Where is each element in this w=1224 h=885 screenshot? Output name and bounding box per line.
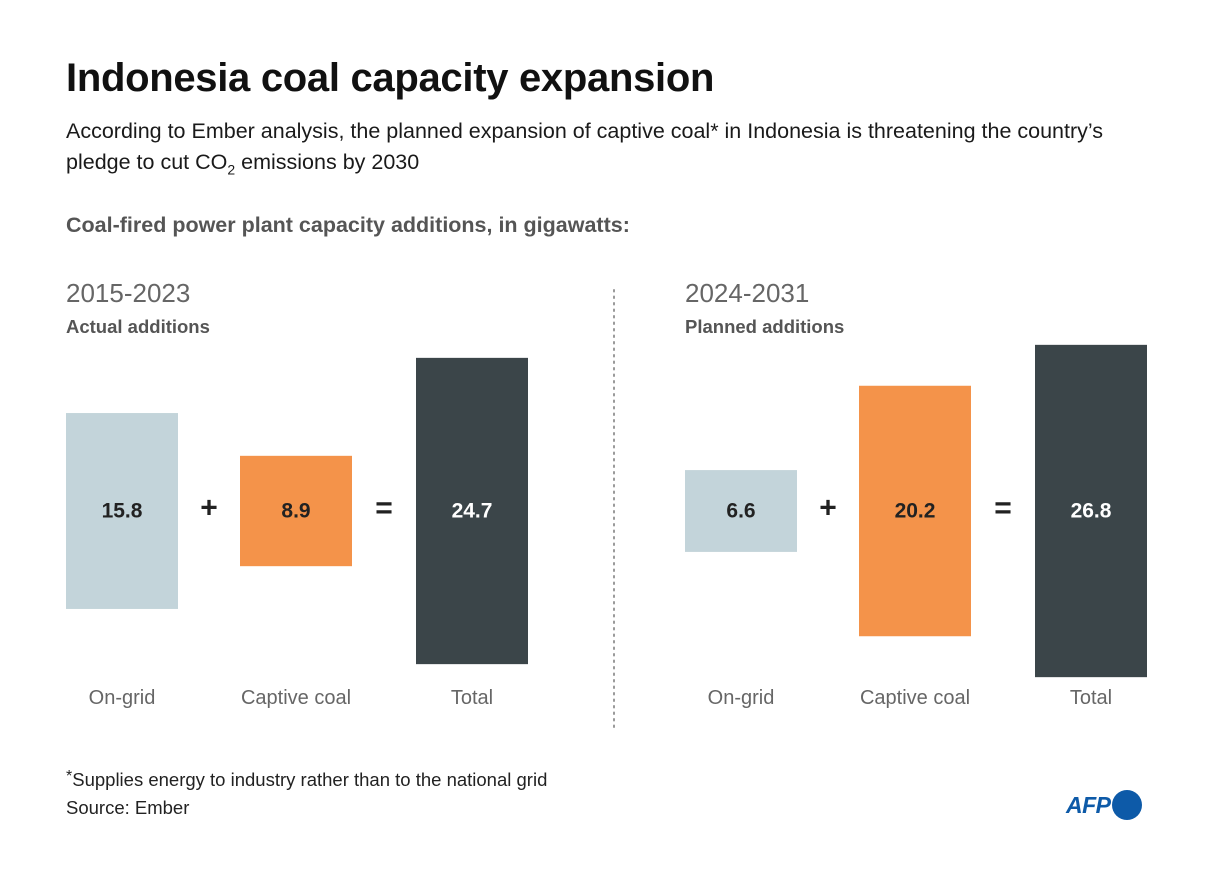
category-label: Total: [1070, 687, 1112, 709]
category-label: Captive coal: [860, 687, 970, 709]
category-label: Total: [451, 687, 493, 709]
bar-captive-coal: [240, 455, 352, 567]
subtitle-text: According to Ember analysis, the planned…: [66, 119, 1104, 174]
period-sublabel: Planned additions: [685, 316, 844, 337]
bar-total: [416, 357, 528, 665]
category-label: On-grid: [89, 687, 156, 709]
footnote-star: *: [66, 768, 73, 785]
bar-total: [1035, 344, 1147, 678]
bar-value-label: 20.2: [895, 500, 936, 523]
bar-value-label: 15.8: [102, 500, 143, 523]
footnote-text: Supplies energy to industry rather than …: [72, 769, 548, 790]
category-label: Captive coal: [241, 687, 351, 709]
equals-sign: =: [994, 492, 1012, 525]
afp-logo: AFP: [1066, 789, 1161, 821]
bar-on-grid: [66, 413, 178, 609]
bar-on-grid: [685, 470, 797, 552]
subtitle-text-end: emissions by 2030: [235, 150, 420, 174]
category-label: On-grid: [708, 687, 775, 709]
bar-value-label: 24.7: [452, 500, 493, 523]
chart-subtitle: According to Ember analysis, the planned…: [66, 116, 1166, 185]
equals-sign: =: [375, 492, 393, 525]
plus-sign: +: [819, 492, 837, 525]
bar-value-label: 8.9: [281, 500, 310, 523]
bar-value-label: 6.6: [726, 500, 755, 523]
plus-sign: +: [200, 492, 218, 525]
afp-logo-text: AFP: [1066, 791, 1111, 818]
period-label: 2015-2023: [66, 278, 190, 308]
period-sublabel: Actual additions: [66, 316, 210, 337]
chart-heading: Coal-fired power plant capacity addition…: [66, 213, 630, 237]
subtitle-subscript: 2: [227, 161, 236, 178]
footnote: *Supplies energy to industry rather than…: [66, 768, 547, 791]
chart-title: Indonesia coal capacity expansion: [66, 56, 715, 100]
source-note: Source: Ember: [66, 797, 190, 818]
period-label: 2024-2031: [685, 278, 809, 308]
bar-captive-coal: [859, 385, 971, 637]
bar-value-label: 26.8: [1071, 500, 1112, 523]
afp-dot-icon: [1111, 790, 1142, 820]
